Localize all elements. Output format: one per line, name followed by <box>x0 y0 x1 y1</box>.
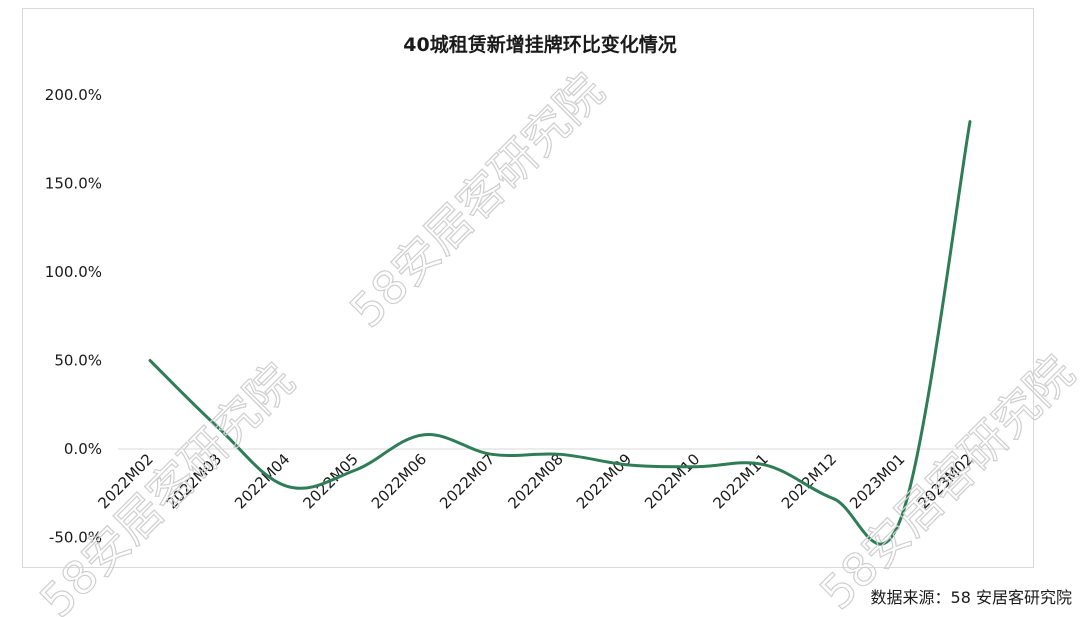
watermark-text: 58安居客研究院 <box>810 345 1080 617</box>
x-tick-label: 2022M12 <box>778 450 840 512</box>
series-line <box>148 120 972 546</box>
y-tick-label: 200.0% <box>45 86 102 104</box>
watermark-text: 58安居客研究院 <box>340 63 615 338</box>
x-tick-label: 2022M04 <box>231 450 293 512</box>
y-tick-label: 0.0% <box>64 440 102 458</box>
y-tick-label: -50.0% <box>49 529 102 547</box>
x-tick-label: 2022M09 <box>573 450 635 512</box>
chart-frame <box>22 8 1034 568</box>
chart-title: 40城租赁新增挂牌环比变化情况 <box>403 34 677 56</box>
x-tick-label: 2022M08 <box>504 450 566 512</box>
x-tick-label: 2022M10 <box>641 450 703 512</box>
y-tick-label: 100.0% <box>45 263 102 281</box>
x-tick-label: 2022M11 <box>709 450 771 512</box>
y-tick-label: 50.0% <box>54 352 102 370</box>
x-tick-label: 2022M07 <box>436 450 498 512</box>
source-note: 数据来源：58 安居客研究院 <box>870 588 1072 607</box>
y-tick-label: 150.0% <box>45 175 102 193</box>
